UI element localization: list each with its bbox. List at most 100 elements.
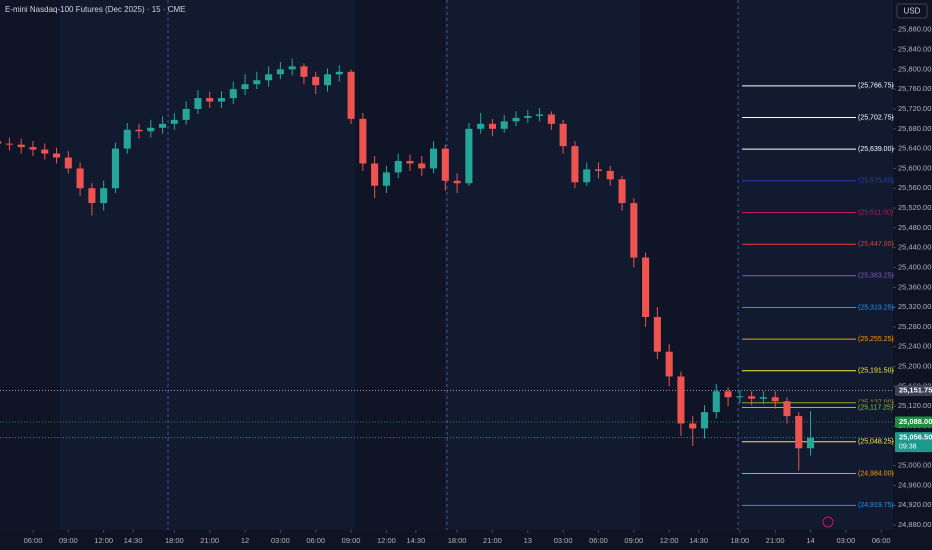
chart-title: E-mini Nasdaq-100 Futures (Dec 2025) · 1… [5, 5, 186, 14]
y-tick-label: 25,480.00 [898, 223, 931, 232]
x-tick-label: 21:00 [200, 536, 219, 545]
y-tick-label: 25,720.00 [898, 104, 931, 113]
y-tick-label: 25,880.00 [898, 25, 931, 34]
candle-body [76, 168, 84, 189]
candle-body [689, 423, 697, 429]
candle-body [653, 317, 661, 352]
candle-body [371, 163, 379, 186]
x-tick-label: 21:00 [766, 536, 785, 545]
candle-body [276, 69, 284, 75]
candle-body [64, 157, 72, 169]
x-tick-label: 09:00 [59, 536, 78, 545]
candle-body [488, 123, 496, 129]
candle-body [594, 169, 603, 171]
price-tag-label: 25,056.50 [899, 433, 932, 442]
y-tick-label: 25,240.00 [898, 342, 931, 351]
session-shade [0, 0, 60, 530]
y-tick-label: 25,840.00 [898, 45, 931, 54]
candle-body [677, 376, 685, 424]
y-tick-label: 25,760.00 [898, 84, 931, 93]
level-label: (25,639.00) [858, 146, 894, 153]
candle-body [194, 98, 202, 109]
candle-body [265, 74, 273, 81]
level-label: (24,919.75) [858, 502, 894, 509]
candle-body [547, 114, 555, 124]
candle-body [288, 66, 296, 70]
x-tick-label: 14:30 [124, 536, 143, 545]
price-axis [893, 0, 932, 550]
x-tick-label: 06:00 [872, 536, 891, 545]
y-tick-label: 25,800.00 [898, 64, 931, 73]
y-tick-label: 25,000.00 [898, 461, 931, 470]
level-label: (24,984.00) [858, 470, 894, 477]
candle-body [736, 396, 744, 398]
y-tick-label: 25,640.00 [898, 144, 931, 153]
level-label-bg [856, 302, 892, 313]
candle-body [394, 160, 402, 173]
candle-body [465, 128, 473, 184]
y-tick-label: 25,320.00 [898, 302, 931, 311]
candle-body [335, 71, 343, 75]
candle-body [512, 117, 520, 122]
currency[interactable]: USD [904, 7, 921, 16]
candle-body [182, 108, 190, 120]
candle-body [500, 121, 508, 129]
candle-body [123, 129, 131, 149]
y-tick-label: 24,880.00 [898, 520, 931, 529]
candle-body [630, 203, 638, 258]
x-tick-label: 09:00 [342, 536, 361, 545]
y-tick-label: 25,560.00 [898, 183, 931, 192]
level-label: (25,447.00) [858, 241, 894, 248]
candle-body [100, 188, 108, 204]
candle-body [0, 141, 2, 144]
price-tag-label: 25,088.00 [899, 417, 932, 426]
level-label-bg [856, 239, 892, 250]
price-tag [895, 416, 932, 428]
candle-body [618, 179, 626, 204]
level-label-bg [856, 402, 892, 413]
x-tick-label: 13 [524, 536, 532, 545]
currency-box[interactable] [896, 3, 928, 19]
x-tick-label: 12:00 [660, 536, 679, 545]
level-label: (25,511.00) [858, 209, 893, 216]
candle-body [559, 123, 567, 147]
candle-body [41, 149, 49, 154]
countdown: 09:38 [899, 443, 917, 450]
x-tick-label: 03:00 [271, 536, 290, 545]
y-tick-label: 25,680.00 [898, 124, 931, 133]
candle-body [724, 391, 732, 398]
candle-body [135, 129, 143, 132]
level-label-bg [856, 80, 892, 91]
candle-body [241, 84, 249, 90]
candle-body [441, 148, 449, 181]
price-tag [895, 384, 932, 396]
x-tick-label: 06:00 [589, 536, 608, 545]
level-label-bg [856, 436, 892, 447]
candle-body [453, 180, 461, 184]
x-tick-label: 03:00 [836, 536, 855, 545]
price-tag-label: 25,151.75 [899, 385, 932, 394]
x-tick-label: 21:00 [483, 536, 502, 545]
candle-body [700, 412, 709, 429]
level-label-bg [856, 270, 892, 281]
level-label: (25,319.25) [858, 304, 894, 311]
session-shade [355, 0, 445, 530]
y-tick-label: 25,360.00 [898, 282, 931, 291]
level-label: (25,766.75) [858, 83, 894, 90]
candle-body [783, 401, 791, 417]
candle-body [583, 169, 591, 183]
y-tick-label: 25,120.00 [898, 401, 931, 410]
event-icon[interactable] [822, 516, 834, 528]
candle-body [418, 163, 426, 169]
candle-body [771, 397, 779, 402]
level-label: (25,255.25) [858, 336, 894, 343]
x-tick-label: 09:00 [624, 536, 643, 545]
candle-body [477, 123, 485, 129]
x-tick-label: 12:00 [377, 536, 396, 545]
level-label: (25,575.00) [858, 178, 894, 185]
candle-body [571, 146, 579, 183]
y-tick-label: 25,200.00 [898, 362, 931, 371]
x-tick-label: 12:00 [94, 536, 113, 545]
